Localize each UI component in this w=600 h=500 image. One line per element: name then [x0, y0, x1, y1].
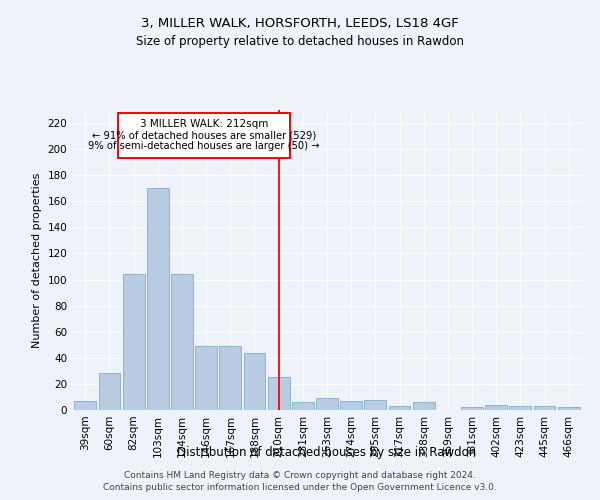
Bar: [195, 346, 217, 410]
Bar: [123, 274, 145, 410]
Bar: [533, 406, 556, 410]
Bar: [268, 378, 290, 410]
Bar: [244, 352, 265, 410]
Text: 3, MILLER WALK, HORSFORTH, LEEDS, LS18 4GF: 3, MILLER WALK, HORSFORTH, LEEDS, LS18 4…: [141, 18, 459, 30]
Text: Distribution of detached houses by size in Rawdon: Distribution of detached houses by size …: [178, 446, 476, 459]
Bar: [389, 406, 410, 410]
Text: Contains public sector information licensed under the Open Government Licence v3: Contains public sector information licen…: [103, 484, 497, 492]
Bar: [292, 402, 314, 410]
Bar: [364, 400, 386, 410]
Text: Contains HM Land Registry data © Crown copyright and database right 2024.: Contains HM Land Registry data © Crown c…: [124, 471, 476, 480]
Bar: [316, 398, 338, 410]
Bar: [98, 374, 121, 410]
Bar: [461, 408, 483, 410]
Bar: [220, 346, 241, 410]
Bar: [340, 401, 362, 410]
Bar: [74, 401, 96, 410]
Bar: [413, 402, 434, 410]
Bar: [558, 408, 580, 410]
Text: 3 MILLER WALK: 212sqm: 3 MILLER WALK: 212sqm: [140, 119, 268, 129]
Text: 9% of semi-detached houses are larger (50) →: 9% of semi-detached houses are larger (5…: [88, 142, 319, 152]
Bar: [147, 188, 169, 410]
FancyBboxPatch shape: [118, 112, 290, 158]
Bar: [171, 274, 193, 410]
Text: ← 91% of detached houses are smaller (529): ← 91% of detached houses are smaller (52…: [92, 131, 316, 141]
Bar: [509, 406, 531, 410]
Y-axis label: Number of detached properties: Number of detached properties: [32, 172, 42, 348]
Text: Size of property relative to detached houses in Rawdon: Size of property relative to detached ho…: [136, 35, 464, 48]
Bar: [485, 405, 507, 410]
